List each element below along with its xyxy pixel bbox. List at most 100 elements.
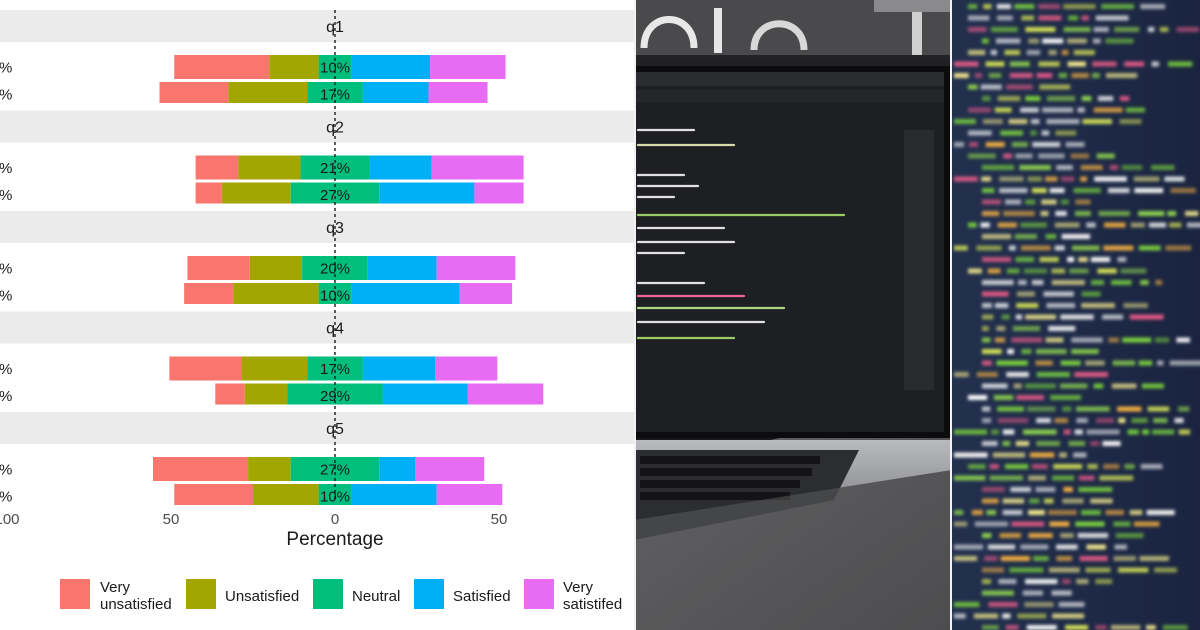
code-token: [974, 73, 982, 78]
code-token: [996, 4, 1011, 9]
code-token: [1016, 303, 1039, 308]
code-token: [1061, 234, 1091, 239]
code-token: [1021, 15, 1035, 21]
code-token: [1114, 27, 1140, 32]
code-token: [988, 602, 1018, 607]
code-token: [1063, 429, 1071, 435]
code-token: [1026, 50, 1041, 55]
code-token: [1048, 326, 1076, 331]
code-token: [987, 544, 1016, 550]
code-token: [1076, 418, 1088, 423]
code-token: [1068, 441, 1086, 446]
code-token: [1075, 521, 1105, 527]
bar-segment-q5-row2-2: [253, 484, 319, 508]
x-tick-label: 0: [331, 511, 339, 528]
code-token: [1076, 406, 1110, 412]
x-tick-label: 100: [0, 511, 20, 528]
code-token: [1093, 27, 1109, 32]
code-token: [1098, 211, 1130, 216]
code-token: [982, 119, 1003, 124]
bar-segment-q3-row1-1: [187, 256, 250, 280]
code-token: [1104, 222, 1126, 228]
code-token: [1054, 222, 1080, 228]
code-token: [1080, 165, 1103, 170]
code-token: [1178, 406, 1190, 412]
code-token: [1169, 360, 1200, 366]
code-token: [1013, 383, 1022, 389]
facet-separator: [0, 404, 634, 408]
code-token: [991, 429, 999, 435]
code-token: [996, 360, 1028, 366]
bar-segment-q4-row2-5: [467, 383, 544, 408]
code-token: [1054, 245, 1065, 251]
code-token: [1094, 176, 1127, 182]
likert-chart-panel: q1 10%% 17%% q2 21%% 27%% q3 20%% 10%% q4 17%% 29%%…: [0, 10, 634, 613]
code-token: [1025, 199, 1036, 205]
code-token: [982, 291, 1009, 297]
neutral-percent-label: 27%: [320, 462, 350, 479]
code-token: [954, 73, 969, 78]
legend-label: Satisfied: [453, 588, 511, 605]
code-token: [1081, 291, 1101, 297]
code-token: [1141, 383, 1164, 389]
code-token: [1016, 395, 1044, 400]
code-token: [1067, 61, 1086, 67]
code-token: [1075, 211, 1091, 216]
code-token: [1105, 510, 1124, 515]
code-token: [1007, 349, 1014, 354]
code-token: [982, 406, 991, 412]
code-token: [1164, 176, 1185, 182]
code-token: [1146, 625, 1156, 630]
code-token: [999, 533, 1021, 538]
code-token: [1006, 84, 1033, 90]
code-token: [1077, 107, 1085, 113]
legend-key-4: [414, 579, 444, 609]
code-token: [1092, 38, 1101, 44]
code-token: [954, 142, 965, 147]
code-token: [1118, 567, 1149, 573]
code-token: [1090, 498, 1113, 504]
code-token: [982, 337, 991, 343]
code-token: [1023, 429, 1057, 435]
facet-separator: [0, 203, 634, 207]
code-token: [1170, 188, 1196, 193]
code-token: [1036, 418, 1051, 423]
code-token: [1097, 268, 1117, 274]
code-token: [988, 73, 1002, 78]
code-token: [1056, 165, 1073, 170]
code-token: [1038, 153, 1065, 159]
code-token: [987, 268, 1001, 274]
laptop-image: [634, 0, 952, 630]
code-token: [989, 475, 1023, 481]
code-token: [1048, 50, 1057, 55]
code-token: [1105, 38, 1134, 44]
code-token: [1119, 96, 1130, 101]
code-token: [1063, 487, 1073, 492]
code-token: [1036, 73, 1053, 78]
code-token: [1038, 15, 1062, 21]
row-percent-label: %: [0, 388, 12, 405]
code-token: [1003, 211, 1035, 216]
code-token: [1138, 360, 1153, 366]
code-token: [1071, 337, 1103, 343]
bar-segment-q1-row2-5: [428, 82, 488, 106]
code-token: [980, 222, 990, 228]
code-token: [1162, 625, 1188, 630]
code-token: [1169, 222, 1182, 228]
x-axis-title: Percentage: [286, 529, 383, 550]
bar-segment-q4-row1-5: [435, 356, 498, 381]
code-token: [982, 533, 992, 538]
facet-strip-q1: [0, 10, 634, 42]
bar-segment-q1-row1-2: [269, 55, 319, 79]
code-token: [1036, 349, 1067, 354]
code-token: [1052, 475, 1075, 481]
code-token: [1113, 521, 1131, 527]
code-token: [1020, 544, 1049, 550]
code-token: [1174, 418, 1184, 423]
bar-segment-q5-row2-5: [436, 484, 503, 508]
code-token: [982, 303, 992, 308]
code-token: [1027, 176, 1042, 182]
code-token: [968, 395, 988, 400]
code-token: [1023, 268, 1048, 274]
code-token: [954, 429, 988, 435]
